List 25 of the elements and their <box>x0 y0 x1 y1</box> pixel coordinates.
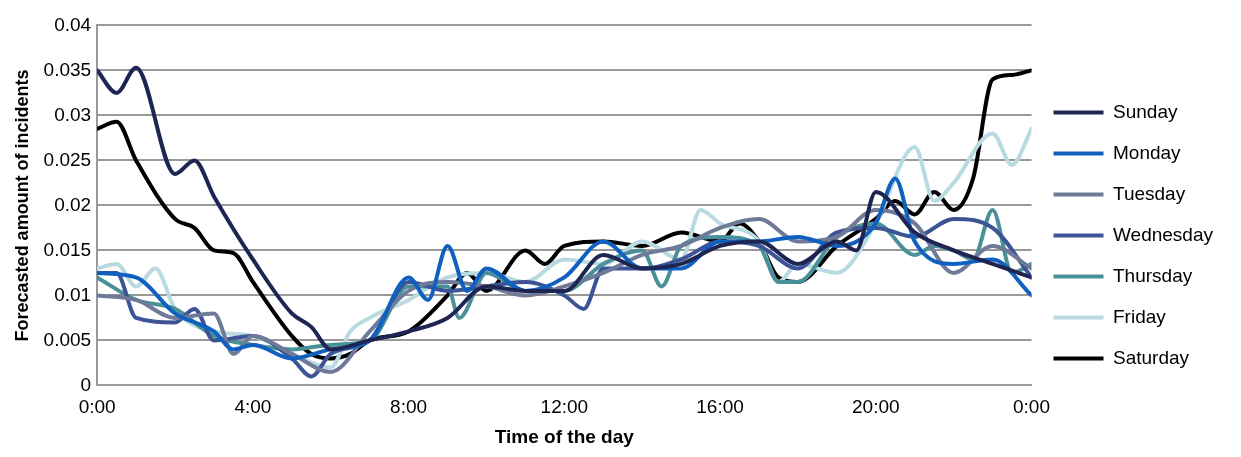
y-tick-label: 0.025 <box>43 148 92 170</box>
x-tick-label: 20:00 <box>852 396 900 418</box>
y-tick-label: 0.035 <box>43 58 92 80</box>
x-tick-label: 0:00 <box>78 396 116 418</box>
y-tick-label: 0.005 <box>43 328 92 350</box>
legend-label: Saturday <box>1113 346 1190 368</box>
y-axis-title: Forecasted amount of incidents <box>11 69 32 342</box>
x-tick-label: 12:00 <box>540 396 589 418</box>
x-tick-label: 8:00 <box>390 396 428 418</box>
legend-label: Wednesday <box>1113 223 1214 245</box>
y-tick-label: 0 <box>80 373 92 395</box>
legend-label: Tuesday <box>1113 182 1186 204</box>
x-tick-label: 0:00 <box>1013 396 1050 418</box>
x-tick-label: 16:00 <box>696 396 744 418</box>
legend-label: Thursday <box>1113 264 1193 286</box>
y-tick-label: 0.04 <box>54 13 92 35</box>
x-axis-title: Time of the day <box>494 425 635 447</box>
legend-label: Sunday <box>1113 100 1178 122</box>
x-tick-label: 4:00 <box>234 396 272 418</box>
y-tick-label: 0.03 <box>54 103 92 125</box>
y-tick-label: 0.015 <box>43 238 92 260</box>
y-tick-label: 0.02 <box>54 193 92 215</box>
y-tick-label: 0.01 <box>54 283 92 305</box>
legend-label: Monday <box>1113 141 1182 163</box>
legend-label: Friday <box>1113 305 1167 327</box>
